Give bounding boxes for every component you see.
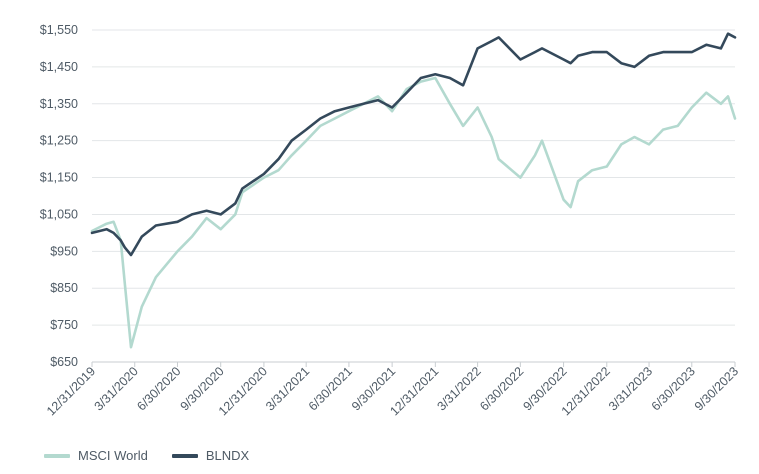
y-tick-label: $1,050 bbox=[40, 207, 78, 221]
x-tick-label: 12/31/2019 bbox=[44, 364, 98, 418]
x-tick-label: 6/30/2022 bbox=[477, 364, 526, 413]
y-tick-label: $1,450 bbox=[40, 60, 78, 74]
x-tick-label: 6/30/2020 bbox=[134, 364, 183, 413]
axes bbox=[91, 361, 736, 367]
y-tick-labels: $1,550 $1,450 $1,350 $1,250 $1,150 $1,050 $950… bbox=[40, 23, 78, 369]
x-tick-label: 6/30/2023 bbox=[649, 364, 698, 413]
y-tick-label: $950 bbox=[50, 244, 78, 258]
x-tick-label: 6/30/2021 bbox=[306, 364, 355, 413]
legend-item-blndx: BLNDX bbox=[171, 448, 250, 463]
series-line-blndx bbox=[90, 32, 737, 257]
x-tick-label: 9/30/2023 bbox=[692, 364, 741, 413]
x-tick-labels: 12/31/20193/31/20206/30/20209/30/202012/… bbox=[44, 364, 741, 418]
y-tick-label: $750 bbox=[50, 318, 78, 332]
y-tick-label: $650 bbox=[50, 355, 78, 369]
series-line-msci-world bbox=[90, 76, 737, 349]
series-lines bbox=[90, 32, 737, 349]
legend-swatch-blndx bbox=[171, 453, 198, 458]
legend-swatch-msci-world bbox=[44, 453, 70, 458]
x-tick-label: 3/31/2023 bbox=[606, 364, 655, 413]
legend-label-blndx: BLNDX bbox=[205, 448, 250, 463]
x-tick-label: 3/31/2020 bbox=[92, 364, 141, 413]
y-tick-label: $850 bbox=[50, 281, 78, 295]
x-tick-label: 3/31/2022 bbox=[435, 364, 484, 413]
legend-item-msci-world: MSCI World bbox=[44, 448, 148, 463]
y-tick-label: $1,350 bbox=[40, 97, 78, 111]
y-tick-label: $1,550 bbox=[40, 23, 78, 37]
x-tick-label: 3/31/2021 bbox=[263, 364, 312, 413]
y-tick-label: $1,150 bbox=[40, 171, 78, 185]
legend-label-msci-world: MSCI World bbox=[78, 448, 148, 463]
legend: MSCI World BLNDX bbox=[44, 448, 249, 463]
gridlines bbox=[92, 29, 735, 326]
y-tick-label: $1,250 bbox=[40, 134, 78, 148]
